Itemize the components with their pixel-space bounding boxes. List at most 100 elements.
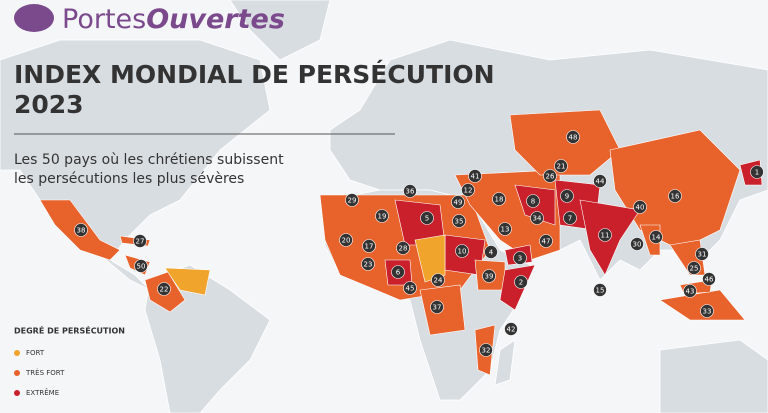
marker-label: 26 (546, 173, 555, 181)
marker-dot (683, 284, 697, 298)
marker-label: 33 (703, 308, 712, 316)
marker-dot (339, 233, 353, 247)
marker-label: 39 (485, 273, 494, 281)
legend-label: TRÈS FORT (25, 368, 65, 377)
marker-label: 29 (348, 197, 357, 205)
marker-dot (430, 300, 444, 314)
marker-label: 46 (705, 276, 714, 284)
marker-label: 24 (434, 277, 443, 285)
marker-dot (687, 261, 701, 275)
marker-dot (396, 241, 410, 255)
marker-label: 14 (652, 234, 661, 242)
marker-dot (593, 174, 607, 188)
marker-label: 41 (471, 173, 480, 181)
marker-dot (560, 189, 574, 203)
marker-label: 6 (396, 269, 401, 277)
marker-dot (633, 200, 647, 214)
marker-label: 9 (565, 193, 569, 201)
legend-label: FORT (26, 349, 45, 357)
marker-dot (695, 247, 709, 261)
marker-label: 13 (501, 226, 510, 234)
marker-label: 3 (518, 255, 522, 263)
legend: FORT TRÈS FORT EXTRÊME (14, 349, 65, 397)
marker-dot (461, 183, 475, 197)
legend-swatch (14, 350, 20, 356)
marker-dot (133, 234, 147, 248)
marker-label: 49 (454, 199, 463, 207)
marker-dot (554, 159, 568, 173)
marker-label: 22 (160, 286, 169, 294)
marker-dot (702, 272, 716, 286)
marker-label: 7 (568, 215, 572, 223)
marker-label: 8 (531, 198, 535, 206)
marker-dot (361, 257, 375, 271)
marker-dot (530, 211, 544, 225)
marker-dot (492, 192, 506, 206)
marker-dot (649, 230, 663, 244)
marker-dot (455, 244, 469, 258)
marker-label: 15 (596, 287, 605, 295)
marker-label: 34 (533, 215, 542, 223)
marker-dot (543, 169, 557, 183)
marker-dot (468, 169, 482, 183)
marker-dot (479, 343, 493, 357)
marker-label: 21 (557, 163, 566, 171)
marker-label: 10 (458, 248, 467, 256)
marker-label: 45 (406, 285, 415, 293)
marker-dot (375, 209, 389, 223)
marker-dot (362, 239, 376, 253)
marker-dot (566, 130, 580, 144)
logo-brand: Portes (62, 4, 146, 35)
marker-dot (514, 275, 528, 289)
marker-label: 25 (690, 265, 699, 273)
markers: 1234567891011121314151617181920212223242… (74, 130, 764, 357)
marker-dot (345, 193, 359, 207)
marker-dot (134, 259, 148, 273)
marker-label: 35 (455, 218, 464, 226)
marker-dot (451, 195, 465, 209)
logo: PortesOuvertes (14, 4, 285, 35)
year: 2023 (14, 90, 84, 119)
marker-label: 47 (542, 238, 551, 246)
marker-dot (391, 265, 405, 279)
marker-label: 38 (77, 227, 86, 235)
marker-dot (750, 165, 764, 179)
marker-label: 4 (489, 249, 494, 257)
marker-dot (504, 322, 518, 336)
marker-dot (498, 222, 512, 236)
marker-label: 1 (755, 169, 759, 177)
marker-dot (403, 184, 417, 198)
marker-label: 19 (378, 213, 387, 221)
marker-label: 44 (596, 178, 605, 186)
marker-label: 43 (686, 288, 695, 296)
marker-dot (593, 283, 607, 297)
logo-brand: Ouvertes (146, 4, 285, 35)
marker-dot (403, 281, 417, 295)
marker-dot (563, 211, 577, 225)
marker-label: 40 (636, 204, 645, 212)
marker-dot (157, 282, 171, 296)
marker-label: 18 (495, 196, 504, 204)
marker-dot (539, 234, 553, 248)
marker-label: 37 (433, 304, 442, 312)
marker-label: 23 (364, 261, 373, 269)
marker-dot (598, 228, 612, 242)
marker-dot (431, 273, 445, 287)
marker-label: 32 (482, 347, 491, 355)
marker-dot (700, 304, 714, 318)
marker-label: 42 (507, 326, 516, 334)
marker-label: 12 (464, 187, 473, 195)
subtitle: Les 50 pays où les chrétiens subissent (14, 152, 284, 168)
legend-label: EXTRÊME (26, 388, 59, 397)
marker-dot (630, 237, 644, 251)
marker-label: 27 (136, 238, 145, 246)
marker-label: 20 (342, 237, 351, 245)
title: INDEX MONDIAL DE PERSÉCUTION (14, 60, 495, 89)
marker-label: 5 (425, 215, 429, 223)
marker-label: 50 (137, 263, 146, 271)
marker-label: 2 (519, 279, 523, 287)
marker-dot (484, 245, 498, 259)
legend-swatch (14, 370, 20, 376)
marker-label: 48 (569, 134, 578, 142)
